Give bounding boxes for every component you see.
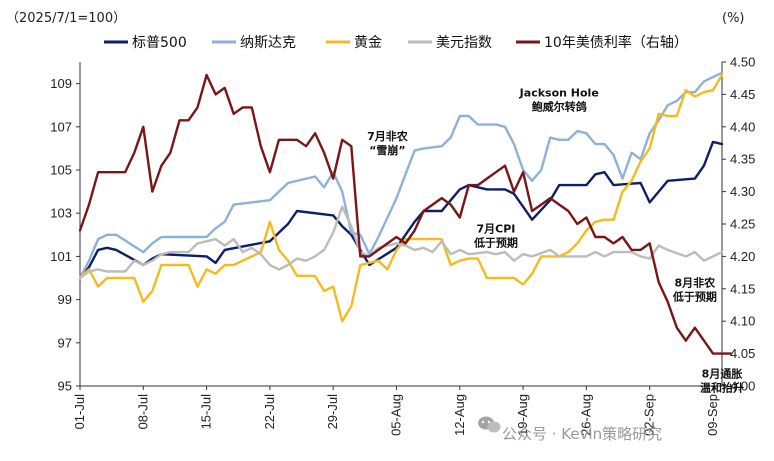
x-tick-label: 09-Sep <box>705 394 720 436</box>
axes: 95 97 99 101 103 105 107 109 4.00 4.05 4.10 4.15 4.2… <box>50 55 755 436</box>
annotation-line: 低于预期 <box>473 236 518 250</box>
legend-label-2: 黄金 <box>354 34 382 51</box>
right-tick-label: 4.45 <box>730 87 755 102</box>
annotation-line: 8月通胀 <box>702 366 743 380</box>
x-tick-label: 19-Aug <box>515 394 530 436</box>
watermark-text: 公众号 · Kevin策略研究 <box>502 425 662 443</box>
wechat-icon <box>478 416 501 433</box>
left-tick-label: 101 <box>50 249 72 264</box>
series-line-4 <box>78 73 733 355</box>
annotations: 7月非农“雪崩”Jackson Hole鲍威尔转鸽7月CPI低于预期8月非农低于… <box>367 87 744 395</box>
legend-label-3: 美元指数 <box>436 35 492 51</box>
left-tick-label: 97 <box>58 335 72 350</box>
legend-label-0: 标普500 <box>132 35 187 51</box>
x-tick-label: 26-Aug <box>578 394 593 436</box>
left-tick-label: 105 <box>50 163 72 178</box>
annotation-0: 7月非农“雪崩” <box>367 129 408 157</box>
right-tick-label: 4.15 <box>730 281 755 296</box>
x-tick-label: 15-Jul <box>199 394 214 430</box>
right-tick-label: 4.10 <box>730 314 755 329</box>
right-tick-label: 4.40 <box>730 119 755 134</box>
left-tick-label: 107 <box>50 119 72 134</box>
series-group <box>78 71 733 355</box>
annotation-line: Jackson Hole <box>519 87 599 100</box>
right-axis-unit: (%) <box>722 11 745 26</box>
left-tick-label: 109 <box>50 76 72 91</box>
annotation-line: 7月非农 <box>367 129 408 143</box>
x-tick-label: 29-Jul <box>325 394 340 430</box>
left-tick-label: 103 <box>50 206 72 221</box>
x-tick-label: 12-Aug <box>452 394 467 436</box>
annotation-line: 低于预期 <box>672 290 717 304</box>
left-tick-label: 99 <box>58 292 72 307</box>
legend: 标普500 纳斯达克 黄金 美元指数 10年美债利率（右轴） <box>104 34 688 51</box>
right-tick-label: 4.20 <box>730 249 755 264</box>
right-tick-label: 4.35 <box>730 152 755 167</box>
left-tick-label: 95 <box>58 379 72 394</box>
legend-label-4: 10年美债利率（右轴） <box>544 34 688 51</box>
series-line-0 <box>78 140 724 280</box>
annotation-line: 8月非农 <box>675 276 716 290</box>
annotation-line: “雪崩” <box>369 143 405 157</box>
series-line-2 <box>78 73 724 323</box>
left-axis-unit: （2025/7/1=100） <box>6 11 126 26</box>
watermark: 公众号 · Kevin策略研究 <box>478 416 662 443</box>
right-tick-label: 4.05 <box>730 346 755 361</box>
annotation-line: 鲍威尔转鸽 <box>532 100 587 114</box>
x-tick-label: 01-Jul <box>72 394 87 430</box>
legend-label-1: 纳斯达克 <box>240 35 296 51</box>
series-line-1 <box>78 71 724 280</box>
right-tick-label: 4.50 <box>730 55 755 70</box>
right-tick-label: 4.25 <box>730 217 755 232</box>
right-tick-label: 4.00 <box>730 379 755 394</box>
x-tick-label: 08-Jul <box>135 394 150 430</box>
annotation-line: 温和抬升 <box>700 380 744 394</box>
x-tick-label: 22-Jul <box>262 394 277 430</box>
x-tick-label: 05-Aug <box>388 394 403 436</box>
x-tick-label: 02-Sep <box>642 394 657 436</box>
annotation-line: 7月CPI <box>476 223 515 236</box>
right-tick-label: 4.30 <box>730 184 755 199</box>
